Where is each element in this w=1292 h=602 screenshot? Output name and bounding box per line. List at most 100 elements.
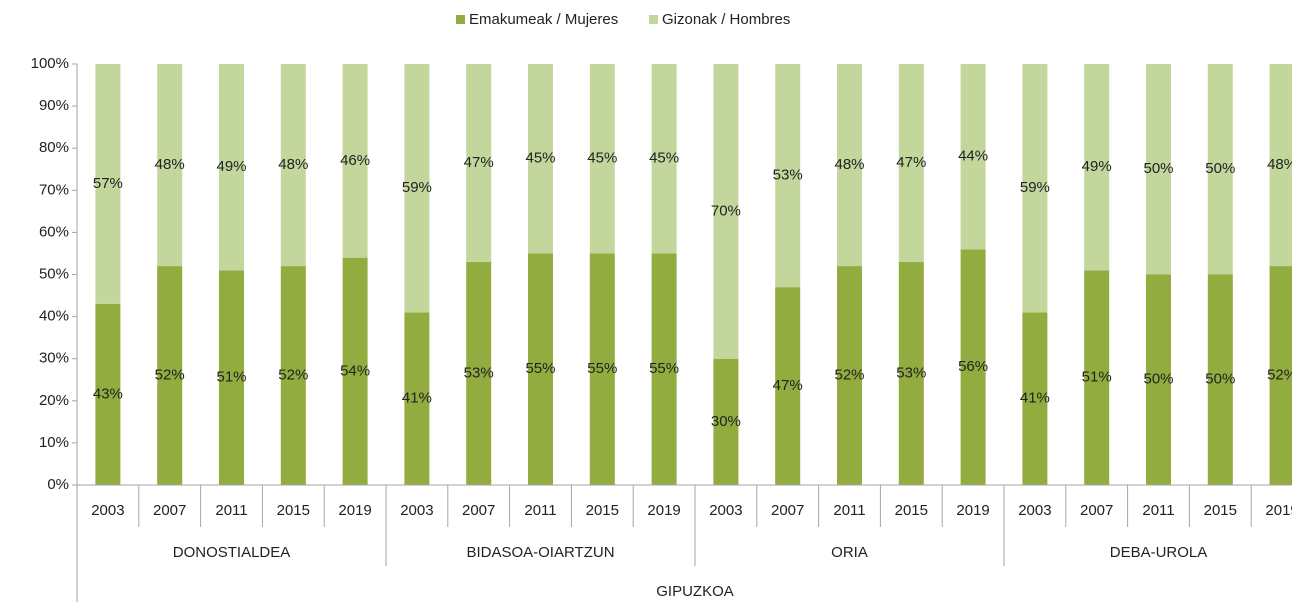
data-label: 52% xyxy=(1267,367,1292,384)
data-label: 59% xyxy=(1020,179,1050,196)
bar-segment xyxy=(589,64,615,254)
data-label: 47% xyxy=(464,154,494,171)
data-label: 59% xyxy=(402,179,432,196)
x-tick-label: 2015 xyxy=(1204,502,1237,519)
data-label: 56% xyxy=(958,358,988,375)
data-label: 55% xyxy=(587,360,617,377)
data-label: 45% xyxy=(649,150,679,167)
data-label: 52% xyxy=(834,367,864,384)
legend-label: Emakumeak / Mujeres xyxy=(469,11,618,28)
x-tick-label: 2011 xyxy=(833,502,865,519)
bar-segment xyxy=(528,64,553,254)
y-tick-label: 10% xyxy=(39,434,69,451)
x-tick-label: 2019 xyxy=(956,502,989,519)
bar-segment xyxy=(960,249,986,485)
data-label: 45% xyxy=(525,150,555,167)
data-label: 48% xyxy=(1267,156,1292,173)
group-label: ORIA xyxy=(831,544,868,561)
bar-segment xyxy=(1269,64,1292,267)
x-tick-label: 2007 xyxy=(153,502,186,519)
y-tick-label: 70% xyxy=(39,181,69,198)
bar-segment xyxy=(651,253,677,485)
data-label: 47% xyxy=(773,377,803,394)
x-tick-label: 2019 xyxy=(647,502,680,519)
bar-segment xyxy=(1022,64,1048,313)
bar-segment xyxy=(589,253,615,485)
bar-segment xyxy=(95,303,121,485)
x-tick-label: 2011 xyxy=(524,502,556,519)
x-tick-label: 2015 xyxy=(277,502,310,519)
bar-segment xyxy=(1207,64,1233,275)
y-tick-label: 50% xyxy=(39,265,69,282)
y-tick-label: 20% xyxy=(39,392,69,409)
data-label: 52% xyxy=(278,367,308,384)
bar-segment xyxy=(342,64,368,258)
group-label: DONOSTIALDEA xyxy=(173,544,291,561)
bar-segment xyxy=(898,261,924,485)
data-label: 46% xyxy=(340,152,370,169)
bar-segment xyxy=(775,64,801,288)
y-tick-label: 80% xyxy=(39,139,69,156)
data-label: 45% xyxy=(587,150,617,167)
group-label: DEBA-UROLA xyxy=(1110,544,1208,561)
x-tick-label: 2003 xyxy=(709,502,742,519)
bar-segment xyxy=(1269,266,1292,485)
bar-segment xyxy=(1084,270,1110,485)
data-label: 50% xyxy=(1205,160,1235,177)
data-label: 54% xyxy=(340,362,370,379)
bar-segment xyxy=(1146,274,1171,485)
bar-segment xyxy=(280,64,306,267)
y-tick-label: 30% xyxy=(39,350,69,367)
x-tick-label: 2003 xyxy=(1018,502,1051,519)
x-tick-label: 2007 xyxy=(1080,502,1113,519)
data-label: 57% xyxy=(93,175,123,192)
bar-segment xyxy=(280,266,306,485)
bar-segment xyxy=(466,64,492,262)
data-label: 48% xyxy=(834,156,864,173)
x-tick-label: 2007 xyxy=(771,502,804,519)
bar-segment xyxy=(713,64,739,359)
y-tick-label: 90% xyxy=(39,97,69,114)
y-tick-label: 40% xyxy=(39,308,69,325)
bar-segment xyxy=(404,312,430,485)
x-tick-label: 2011 xyxy=(215,502,247,519)
bar-segment xyxy=(1084,64,1110,271)
data-label: 55% xyxy=(649,360,679,377)
supergroup-label: GIPUZKOA xyxy=(656,583,734,600)
x-tick-label: 2007 xyxy=(462,502,495,519)
bar-segment xyxy=(960,64,986,250)
data-label: 48% xyxy=(155,156,185,173)
y-tick-label: 100% xyxy=(31,55,69,72)
data-label: 49% xyxy=(216,158,246,175)
bar-segment xyxy=(1022,312,1048,485)
data-label: 43% xyxy=(93,385,123,402)
bar-segment xyxy=(342,257,368,485)
data-label: 44% xyxy=(958,148,988,165)
bar-segment xyxy=(157,266,183,485)
bar-segment xyxy=(837,266,862,485)
data-label: 50% xyxy=(1205,371,1235,388)
data-label: 50% xyxy=(1143,160,1173,177)
data-label: 47% xyxy=(896,154,926,171)
legend-swatch xyxy=(649,15,658,24)
bar-segment xyxy=(1146,64,1171,275)
data-label: 49% xyxy=(1082,158,1112,175)
bar-segment xyxy=(528,253,553,485)
bar-segment xyxy=(404,64,430,313)
data-label: 51% xyxy=(216,369,246,386)
legend-swatch xyxy=(456,15,465,24)
x-tick-label: 2003 xyxy=(400,502,433,519)
bar-segment xyxy=(775,287,801,485)
data-label: 48% xyxy=(278,156,308,173)
y-tick-label: 0% xyxy=(47,476,69,493)
bar-segment xyxy=(898,64,924,262)
data-label: 52% xyxy=(155,367,185,384)
y-tick-label: 60% xyxy=(39,223,69,240)
data-label: 55% xyxy=(525,360,555,377)
data-label: 53% xyxy=(464,364,494,381)
x-tick-label: 2015 xyxy=(895,502,928,519)
group-label: BIDASOA-OIARTZUN xyxy=(466,544,614,561)
bar-segment xyxy=(651,64,677,254)
data-label: 53% xyxy=(773,167,803,184)
